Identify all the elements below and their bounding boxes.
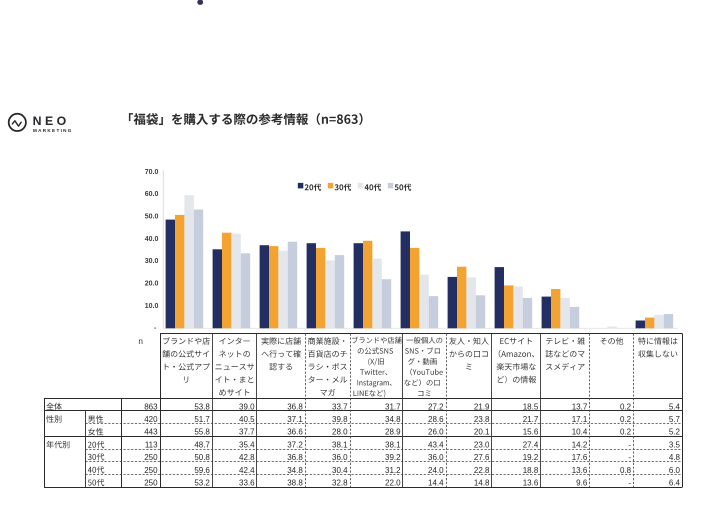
- svg-text:10.0: 10.0: [145, 303, 159, 310]
- svg-text:14.4: 14.4: [428, 479, 444, 488]
- svg-text:35.4: 35.4: [239, 441, 255, 450]
- svg-text:59.6: 59.6: [194, 466, 210, 475]
- svg-text:17.6: 17.6: [572, 453, 588, 462]
- svg-text:27.2: 27.2: [428, 402, 444, 411]
- svg-text:28.9: 28.9: [385, 428, 401, 437]
- svg-text:NEO: NEO: [33, 114, 70, 128]
- svg-text:22.0: 22.0: [385, 479, 401, 488]
- svg-text:39.8: 39.8: [332, 415, 348, 424]
- svg-text:60.0: 60.0: [145, 191, 159, 198]
- svg-text:0.8: 0.8: [620, 466, 632, 475]
- svg-text:863: 863: [144, 402, 158, 411]
- svg-text:42.8: 42.8: [239, 453, 255, 462]
- svg-text:31.2: 31.2: [385, 466, 401, 475]
- svg-text:38.1: 38.1: [385, 441, 401, 450]
- svg-text:5.4: 5.4: [669, 402, 681, 411]
- svg-text:-: -: [628, 453, 631, 462]
- svg-text:5.7: 5.7: [669, 415, 681, 424]
- svg-text:18.8: 18.8: [523, 466, 539, 475]
- svg-text:36.8: 36.8: [287, 402, 303, 411]
- svg-text:n: n: [138, 337, 143, 346]
- svg-text:37.2: 37.2: [287, 441, 303, 450]
- svg-text:9.6: 9.6: [576, 479, 588, 488]
- svg-text:13.6: 13.6: [572, 466, 588, 475]
- svg-text:40.5: 40.5: [239, 415, 255, 424]
- svg-text:4.8: 4.8: [669, 453, 681, 462]
- svg-text:50.0: 50.0: [145, 214, 159, 221]
- svg-text:53.8: 53.8: [194, 402, 210, 411]
- svg-text:14.2: 14.2: [572, 441, 588, 450]
- svg-text:22.8: 22.8: [474, 466, 490, 475]
- svg-text:38.8: 38.8: [287, 479, 303, 488]
- svg-text:3.5: 3.5: [669, 441, 681, 450]
- svg-text:15.6: 15.6: [523, 428, 539, 437]
- svg-text:37.1: 37.1: [287, 415, 303, 424]
- svg-text:26.0: 26.0: [428, 428, 444, 437]
- svg-text:55.8: 55.8: [194, 428, 210, 437]
- svg-text:-: -: [154, 325, 157, 332]
- svg-text:14.8: 14.8: [474, 479, 490, 488]
- svg-text:36.8: 36.8: [287, 453, 303, 462]
- svg-text:43.4: 43.4: [428, 441, 444, 450]
- svg-text:27.6: 27.6: [474, 453, 490, 462]
- svg-text:6.4: 6.4: [669, 479, 681, 488]
- svg-text:250: 250: [144, 453, 158, 462]
- svg-text:33.7: 33.7: [332, 402, 348, 411]
- svg-text:34.8: 34.8: [287, 466, 303, 475]
- svg-text:53.2: 53.2: [194, 479, 210, 488]
- svg-text:32.8: 32.8: [332, 479, 348, 488]
- svg-text:17.1: 17.1: [572, 415, 588, 424]
- svg-text:18.5: 18.5: [523, 402, 539, 411]
- svg-text:39.2: 39.2: [385, 453, 401, 462]
- svg-text:51.7: 51.7: [194, 415, 210, 424]
- svg-text:30.0: 30.0: [145, 258, 159, 265]
- svg-text:0.2: 0.2: [620, 402, 632, 411]
- svg-text:34.8: 34.8: [385, 415, 401, 424]
- svg-text:24.0: 24.0: [428, 466, 444, 475]
- svg-text:42.4: 42.4: [239, 466, 255, 475]
- svg-text:33.6: 33.6: [239, 479, 255, 488]
- svg-text:23.0: 23.0: [474, 441, 490, 450]
- svg-text:28.6: 28.6: [428, 415, 444, 424]
- svg-text:39.0: 39.0: [239, 402, 255, 411]
- svg-text:113: 113: [145, 441, 158, 450]
- svg-text:420: 420: [144, 415, 158, 424]
- svg-text:6.0: 6.0: [669, 466, 681, 475]
- svg-text:31.7: 31.7: [385, 402, 401, 411]
- svg-text:36.6: 36.6: [287, 428, 303, 437]
- svg-text:-: -: [628, 441, 631, 450]
- svg-text:MARKETING: MARKETING: [33, 128, 73, 133]
- svg-text:0.2: 0.2: [620, 415, 632, 424]
- svg-text:50.8: 50.8: [194, 453, 210, 462]
- svg-text:5.2: 5.2: [669, 428, 681, 437]
- svg-text:250: 250: [144, 479, 158, 488]
- svg-text:36.0: 36.0: [428, 453, 444, 462]
- svg-text:250: 250: [144, 466, 158, 475]
- svg-text:28.0: 28.0: [332, 428, 348, 437]
- svg-text:48.7: 48.7: [194, 441, 210, 450]
- svg-text:70.0: 70.0: [145, 169, 159, 176]
- svg-text:0.2: 0.2: [620, 428, 632, 437]
- svg-text:21.7: 21.7: [523, 415, 539, 424]
- svg-text:37.7: 37.7: [239, 428, 255, 437]
- svg-text:10.4: 10.4: [572, 428, 588, 437]
- svg-text:20.1: 20.1: [474, 428, 490, 437]
- svg-text:40.0: 40.0: [145, 236, 159, 243]
- svg-text:20.0: 20.0: [145, 281, 159, 288]
- svg-text:27.4: 27.4: [523, 441, 539, 450]
- svg-text:443: 443: [144, 428, 158, 437]
- svg-text:23.8: 23.8: [474, 415, 490, 424]
- svg-text:38.1: 38.1: [332, 441, 348, 450]
- svg-text:13.7: 13.7: [572, 402, 588, 411]
- svg-text:30.4: 30.4: [332, 466, 348, 475]
- svg-text:19.2: 19.2: [523, 453, 539, 462]
- svg-text:13.6: 13.6: [523, 479, 539, 488]
- svg-text:36.0: 36.0: [332, 453, 348, 462]
- svg-text:21.9: 21.9: [474, 402, 490, 411]
- svg-text:-: -: [628, 479, 631, 488]
